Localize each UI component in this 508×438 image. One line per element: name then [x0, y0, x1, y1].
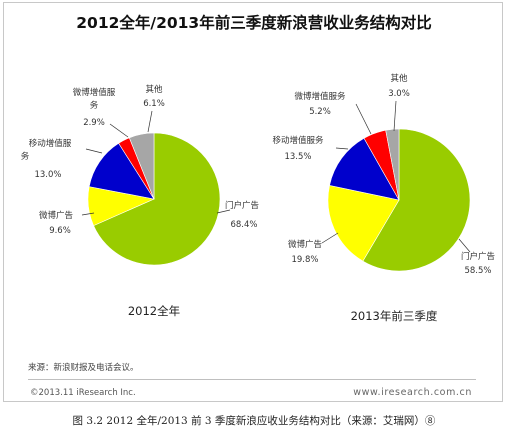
slice-name-label: 其他	[145, 84, 163, 95]
slice-percent-label: 13.5%	[284, 152, 311, 162]
slice-name-label: 微博广告	[39, 210, 73, 221]
leader-line	[85, 148, 103, 154]
leader-line	[458, 238, 471, 253]
leader-line	[147, 110, 153, 133]
slice-name-label: 其他	[390, 73, 408, 84]
slice-name-label: 微博增值服	[73, 87, 116, 98]
leader-line	[216, 209, 231, 214]
footer-divider	[28, 379, 476, 380]
slice-percent-label: 3.0%	[388, 89, 410, 99]
slice-name-label: 移动增值服务	[272, 135, 324, 146]
slice-name-label: 门户广告	[225, 200, 259, 211]
slice-percent-label: 5.2%	[309, 107, 331, 117]
copyright-text: ©2013.11 iResearch Inc.	[30, 388, 136, 398]
slice-percent-label: 13.0%	[34, 170, 61, 180]
pie-charts: 门户广告68.4%微博广告9.6%移动增值服务13.0%微博增值服务2.9%其他…	[21, 73, 495, 323]
pie-caption: 2013年前三季度	[351, 309, 438, 323]
pie-slice	[93, 132, 221, 266]
pie-slice	[385, 128, 400, 201]
slice-name-label: 务	[90, 100, 99, 111]
figure-caption: 图 3.2 2012 全年/2013 前 3 季度新浪应收业务结构对比（来源：艾…	[72, 415, 436, 427]
leader-line	[335, 147, 349, 150]
slice-percent-label: 68.4%	[230, 220, 257, 230]
leader-line	[393, 100, 397, 132]
slice-percent-label: 58.5%	[464, 266, 491, 276]
pie-caption: 2012全年	[128, 304, 180, 318]
slice-percent-label: 9.6%	[49, 226, 71, 236]
slice-name-label: 微博广告	[288, 239, 322, 250]
pie-slice	[327, 185, 400, 262]
slice-percent-label: 19.8%	[291, 255, 318, 265]
slice-percent-label: 6.1%	[143, 99, 165, 109]
slice-name-label: 微博增值服务	[294, 91, 346, 102]
leader-line	[81, 212, 95, 216]
leader-line	[321, 232, 339, 244]
slice-name-label: 门户广告	[461, 251, 495, 262]
website-text: www.iresearch.com.cn	[353, 387, 472, 398]
pie-slice	[128, 132, 155, 200]
chart-title: 2012全年/2013年前三季度新浪营收业务结构对比	[76, 14, 432, 32]
leader-line	[355, 103, 372, 135]
pie-slice	[329, 137, 400, 201]
slice-percent-label: 2.9%	[83, 118, 105, 128]
source-note: 来源：新浪财报及电话会议。	[28, 363, 139, 373]
pie-slice	[362, 128, 471, 272]
leader-line	[109, 123, 129, 138]
slice-name-label: 移动增值服	[29, 138, 72, 149]
slice-name-label: 务	[21, 151, 30, 162]
chart-frame: 2012全年/2013年前三季度新浪营收业务结构对比 门户广告 68.4% 微博广告…	[3, 2, 503, 402]
